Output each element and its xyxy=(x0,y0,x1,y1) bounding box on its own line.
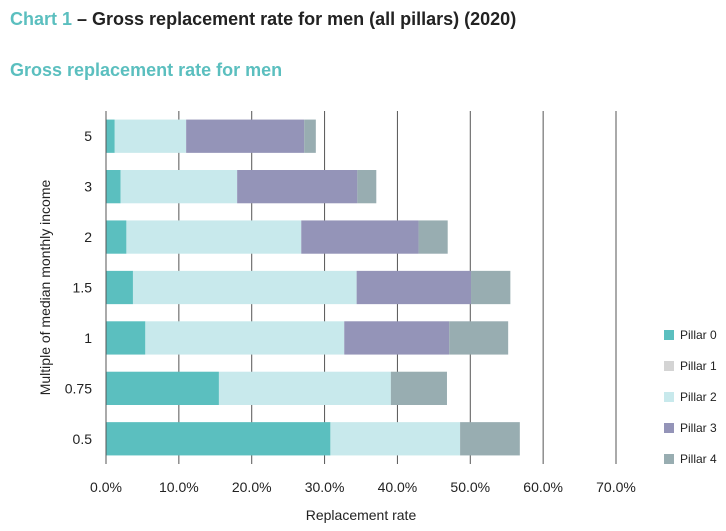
chart-heading-text: – Gross replacement rate for men (all pi… xyxy=(72,9,517,29)
y-tick-label: 0.5 xyxy=(73,431,93,447)
x-tick-label: 20.0% xyxy=(232,479,272,495)
legend-label: Pillar 4 xyxy=(680,452,717,466)
x-tick-label: 70.0% xyxy=(596,479,636,495)
x-tick-label: 30.0% xyxy=(305,479,345,495)
bar-segment xyxy=(356,270,472,305)
y-tick-labels: 5 3 2 1.5 1 0.75 0.5 xyxy=(65,128,92,447)
chart-heading: Chart 1 – Gross replacement rate for men… xyxy=(10,9,516,30)
legend-swatch xyxy=(664,423,674,433)
legend-label: Pillar 2 xyxy=(680,390,717,404)
legend-swatch xyxy=(664,330,674,340)
legend-swatch xyxy=(664,392,674,402)
bar-segment xyxy=(145,321,345,355)
x-tick-label: 60.0% xyxy=(523,479,563,495)
chart-title: Gross replacement rate for men xyxy=(10,60,283,80)
x-tick-label: 40.0% xyxy=(378,479,418,495)
bar-segment xyxy=(132,270,357,305)
x-tick-labels: 0.0% 10.0% 20.0% 30.0% 40.0% 50.0% 60.0% 70.0% xyxy=(90,479,636,495)
bar-segment xyxy=(301,220,419,254)
bar-segment xyxy=(126,220,302,254)
bar-segment xyxy=(237,170,358,204)
y-tick-label: 1 xyxy=(84,330,92,346)
bar-segment xyxy=(186,119,305,153)
bar-segment xyxy=(390,371,447,405)
bar-segment xyxy=(106,321,146,355)
bar-segment xyxy=(460,422,520,456)
bar-segment xyxy=(330,422,461,456)
bar-segment xyxy=(106,270,133,305)
bars xyxy=(106,119,520,456)
bar-segment xyxy=(471,270,511,305)
bar-segment xyxy=(106,220,127,254)
bar-segment xyxy=(357,170,377,204)
y-axis-title: Multiple of median monthly income xyxy=(37,180,53,396)
legend-label: Pillar 1 xyxy=(680,359,717,373)
legend-label: Pillar 0 xyxy=(680,328,717,342)
y-tick-label: 0.75 xyxy=(65,380,92,396)
legend-swatch xyxy=(664,361,674,371)
bar-segment xyxy=(106,371,219,405)
bar-segment xyxy=(120,170,238,204)
legend-label: Pillar 3 xyxy=(680,421,717,435)
legend: Pillar 0 Pillar 1 Pillar 2 Pillar 3 Pillar 4 xyxy=(664,328,717,466)
bar-segment xyxy=(106,422,331,456)
bar-segment xyxy=(304,119,316,153)
bar-segment xyxy=(114,119,187,153)
bar-segment xyxy=(106,119,115,153)
legend-swatch xyxy=(664,454,674,464)
bar-segment xyxy=(344,321,450,355)
x-tick-label: 0.0% xyxy=(90,479,122,495)
x-tick-label: 50.0% xyxy=(450,479,490,495)
y-tick-label: 3 xyxy=(84,179,92,195)
bar-segment xyxy=(106,170,121,204)
y-tick-label: 5 xyxy=(84,128,92,144)
x-tick-label: 10.0% xyxy=(159,479,199,495)
bar-segment xyxy=(218,371,391,405)
bar-segment xyxy=(418,220,448,254)
y-tick-label: 1.5 xyxy=(73,280,93,296)
bar-segment xyxy=(449,321,509,355)
x-axis-title: Replacement rate xyxy=(306,507,417,523)
y-tick-label: 2 xyxy=(84,229,92,245)
chart-number: Chart 1 xyxy=(10,9,73,29)
